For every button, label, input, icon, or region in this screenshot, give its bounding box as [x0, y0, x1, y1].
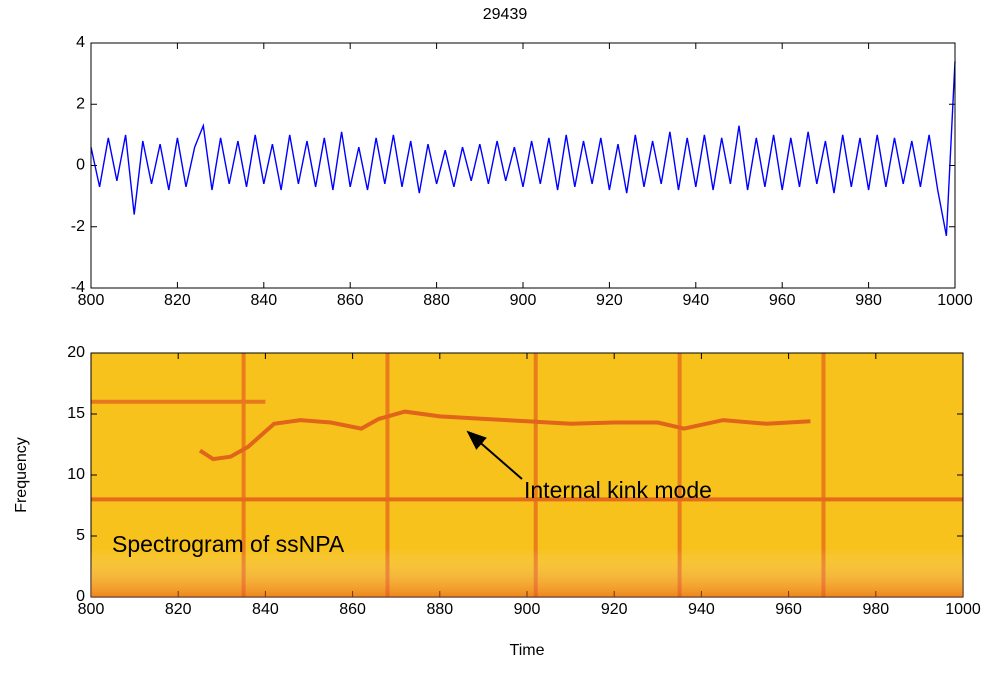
x-tick-label: 1000 [945, 601, 981, 618]
data-line [90, 61, 956, 237]
y-tick-label: 0 [76, 588, 85, 605]
axes-box [90, 42, 956, 289]
x-tick-label: 860 [339, 601, 366, 618]
y-tick-label: -2 [71, 218, 85, 235]
y-axis-label: Frequency [13, 437, 30, 513]
x-axis-label: Time [510, 642, 545, 659]
x-tick-label: 840 [252, 601, 279, 618]
y-tick-label: 5 [76, 527, 85, 544]
overlay: 29439 Time Frequency Internal kink mode … [13, 6, 963, 659]
x-tick-label: 800 [78, 601, 105, 618]
x-tick-label: 940 [688, 601, 715, 618]
x-tick-label: 980 [862, 601, 889, 618]
y-tick-label: 15 [67, 405, 85, 422]
x-tick-label: 920 [601, 601, 628, 618]
y-tick-label: -4 [71, 279, 85, 296]
x-tick-label: 920 [596, 292, 623, 309]
x-tick-label: 900 [514, 601, 541, 618]
low-frequency-shading [91, 353, 963, 597]
x-tick-label: 940 [682, 292, 709, 309]
x-tick-label: 960 [769, 292, 796, 309]
y-tick-label: 10 [67, 466, 85, 483]
annotation: Spectrogram of ssNPA [112, 531, 345, 557]
x-tick-label: 960 [775, 601, 802, 618]
x-tick-label: 860 [337, 292, 364, 309]
x-tick-label: 1000 [937, 292, 973, 309]
y-tick-label: 4 [76, 34, 85, 51]
x-tick-label: 980 [855, 292, 882, 309]
x-tick-label: 820 [164, 292, 191, 309]
x-tick-label: 800 [78, 292, 105, 309]
x-tick-label: 900 [510, 292, 537, 309]
x-tick-label: 880 [426, 601, 453, 618]
y-tick-label: 2 [76, 95, 85, 112]
y-tick-label: 0 [76, 157, 85, 174]
x-tick-label: 840 [250, 292, 277, 309]
y-tick-label: 20 [67, 344, 85, 361]
annotation-arrow [466, 430, 523, 480]
annotation: Internal kink mode [524, 477, 712, 503]
x-tick-label: 880 [423, 292, 450, 309]
chart-title: 29439 [483, 6, 528, 23]
x-tick-label: 820 [165, 601, 192, 618]
